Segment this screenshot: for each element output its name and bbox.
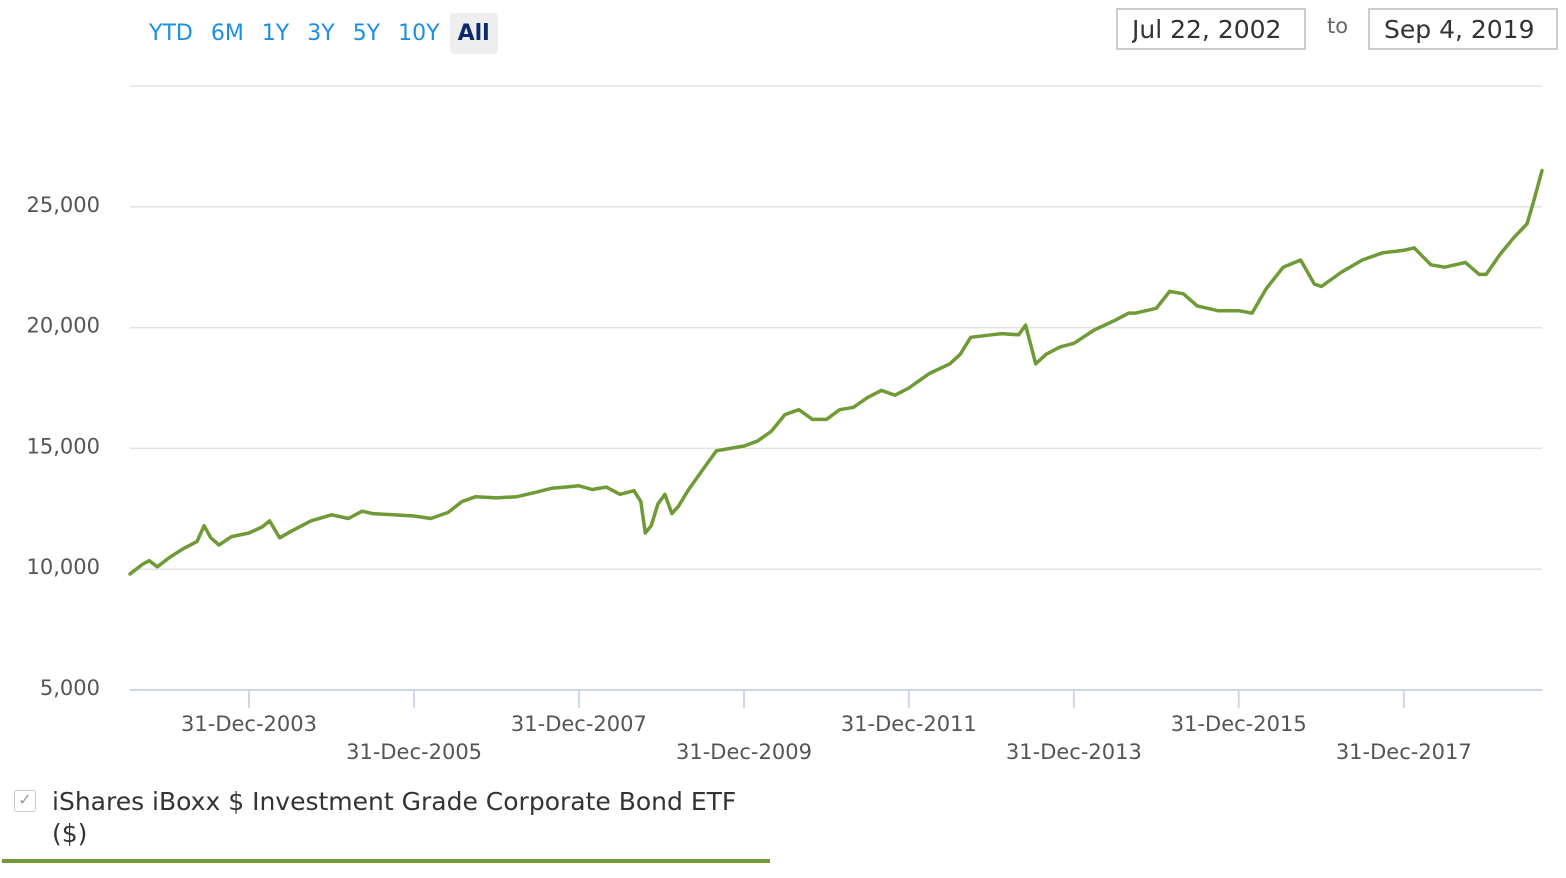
date-to-label: to — [1327, 14, 1349, 38]
y-axis: 5,000 10,000 15,000 20,000 25,000 — [27, 193, 100, 700]
range-button-ytd[interactable]: YTD — [141, 13, 201, 54]
x-tick-label: 31-Dec-2007 — [511, 712, 647, 736]
range-button-1y[interactable]: 1Y — [254, 13, 297, 54]
x-tick-label: 31-Dec-2017 — [1336, 740, 1472, 764]
x-axis: 31-Dec-2003 31-Dec-2005 31-Dec-2007 31-Dec-… — [130, 689, 1542, 764]
range-selector: YTD 6M 1Y 3Y 5Y 10Y All — [140, 8, 499, 58]
performance-chart: 5,000 10,000 15,000 20,000 25,000 31-Dec-200… — [27, 85, 1544, 764]
x-tick-label: 31-Dec-2013 — [1006, 740, 1142, 764]
gridlines — [130, 85, 1542, 570]
x-tick-label: 31-Dec-2015 — [1171, 712, 1307, 736]
range-button-10y[interactable]: 10Y — [390, 13, 447, 54]
x-tick-label: 31-Dec-2011 — [841, 712, 977, 736]
series-layer — [128, 168, 1544, 576]
range-button-6m[interactable]: 6M — [203, 13, 252, 54]
range-button-5y[interactable]: 5Y — [345, 13, 388, 54]
legend-series-line — [2, 859, 770, 863]
y-tick-label: 10,000 — [27, 555, 100, 579]
y-tick-label: 15,000 — [27, 434, 100, 458]
legend-checkbox[interactable]: ✓ — [14, 790, 36, 812]
date-from-input[interactable] — [1116, 8, 1306, 50]
x-tick-label: 31-Dec-2009 — [676, 740, 812, 764]
y-tick-label: 20,000 — [27, 314, 100, 338]
legend-label[interactable]: iShares iBoxx $ Investment Grade Corpora… — [52, 787, 737, 848]
range-button-all[interactable]: All — [449, 12, 498, 54]
x-tick-label: 31-Dec-2003 — [181, 712, 317, 736]
x-tick-label: 31-Dec-2005 — [346, 740, 482, 764]
y-tick-label: 25,000 — [27, 193, 100, 217]
series-line — [128, 168, 1544, 576]
y-tick-label: 5,000 — [40, 676, 100, 700]
range-button-3y[interactable]: 3Y — [299, 13, 342, 54]
date-to-input[interactable] — [1368, 8, 1558, 50]
